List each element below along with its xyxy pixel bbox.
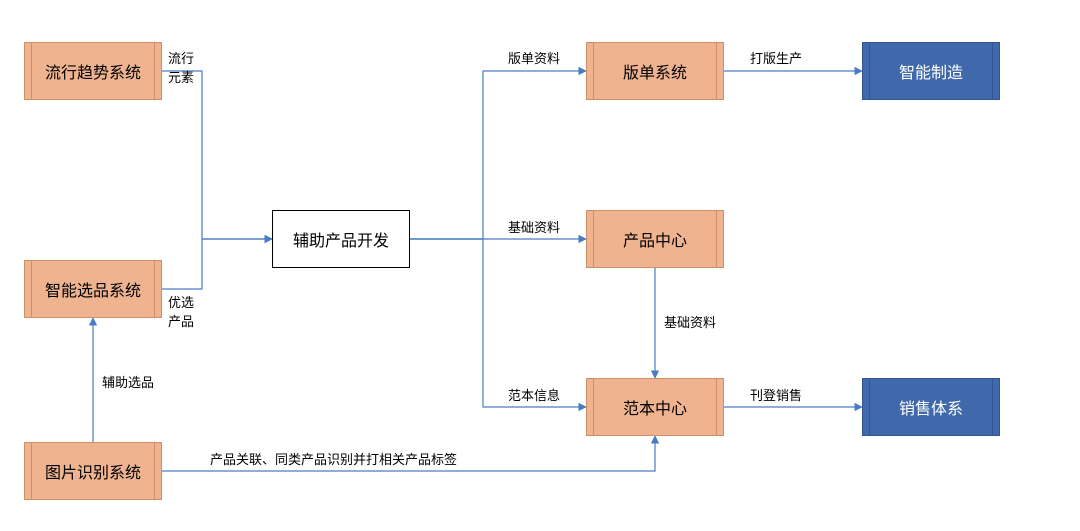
edge-label-product-sample: 基础资料: [664, 312, 716, 331]
node-assist-label: 辅助产品开发: [293, 227, 389, 251]
edge-assist-pattern: [410, 71, 586, 239]
edge-label-select-assist: 优选 产品: [168, 292, 194, 330]
node-sample-label: 范本中心: [623, 395, 687, 419]
edge-label-pattern-mfg: 打版生产: [750, 48, 802, 67]
node-sample: 范本中心: [586, 378, 724, 436]
node-mfg: 智能制造: [862, 42, 1000, 100]
edge-select-assist: [162, 239, 272, 289]
edge-assist-sample: [410, 239, 586, 407]
node-select: 智能选品系统: [24, 260, 162, 318]
node-product-label: 产品中心: [623, 227, 687, 251]
node-product: 产品中心: [586, 210, 724, 268]
edge-label-image-sample: 产品关联、同类产品识别并打相关产品标签: [210, 449, 457, 468]
edge-label-image-select: 辅助选品: [102, 372, 154, 391]
edge-label-assist-pattern: 版单资料: [508, 48, 560, 67]
edge-trend-assist: [162, 71, 272, 239]
edge-label-assist-sample: 范本信息: [508, 385, 560, 404]
node-mfg-label: 智能制造: [899, 59, 963, 83]
node-assist: 辅助产品开发: [272, 210, 410, 268]
node-image-label: 图片识别系统: [45, 459, 141, 483]
edge-label-trend-assist: 流行 元素: [168, 48, 194, 86]
node-select-label: 智能选品系统: [45, 277, 141, 301]
node-trend: 流行趋势系统: [24, 42, 162, 100]
node-image: 图片识别系统: [24, 442, 162, 500]
node-pattern-label: 版单系统: [623, 59, 687, 83]
node-sales: 销售体系: [862, 378, 1000, 436]
node-trend-label: 流行趋势系统: [45, 59, 141, 83]
node-sales-label: 销售体系: [899, 395, 963, 419]
node-pattern: 版单系统: [586, 42, 724, 100]
edge-label-sample-sales: 刊登销售: [750, 385, 802, 404]
edge-label-assist-product: 基础资料: [508, 217, 560, 236]
